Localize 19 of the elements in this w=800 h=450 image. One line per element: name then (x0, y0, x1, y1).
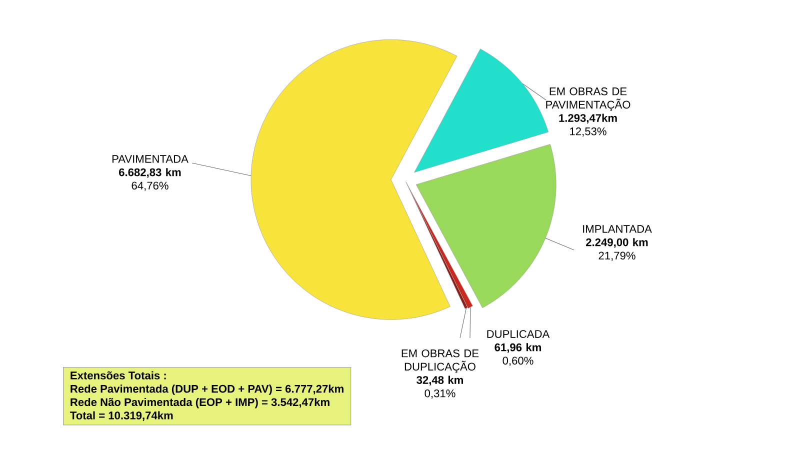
text: Rede Não Pavimentada (EOP + IMP) = 3.542,47km (70, 398, 330, 408)
text: 0,31% (424, 389, 456, 399)
text: 21,79% (598, 252, 636, 261)
text: Extensões Totais : (70, 371, 166, 380)
data-label: 61,96 km (494, 343, 542, 353)
data-label: 32,48 km (416, 376, 464, 386)
data-label: 2.249,00 km (586, 238, 648, 248)
text: Rede Pavimentada (DUP + EOD + PAV) = 6.777,27km (70, 384, 344, 395)
text: 64,76% (132, 182, 168, 191)
slice-label: IMPLANTADA (583, 225, 652, 233)
text: 0,60% (502, 356, 534, 366)
data-label: 6.682,83 km (119, 168, 181, 178)
text: 12,53% (570, 127, 606, 137)
text: Total = 10.319,74km (70, 411, 173, 421)
slice-label: EM OBRAS DE DUPLICAÇÃO (402, 349, 479, 373)
slice-label: EM OBRAS DE PAVIMENTAÇÃO (546, 87, 630, 111)
data-label: 1.293,47km (559, 114, 617, 124)
slice-label: PAVIMENTADA (112, 155, 188, 163)
slice-label: DUPLICADA (487, 330, 550, 338)
